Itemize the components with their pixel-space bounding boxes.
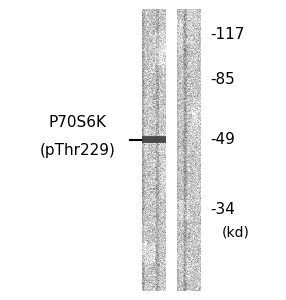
- Text: -85: -85: [210, 72, 235, 87]
- Bar: [142, 140, 166, 142]
- Text: -34: -34: [210, 202, 235, 217]
- Text: P70S6K: P70S6K: [48, 116, 106, 130]
- Bar: [142, 136, 166, 143]
- Bar: [142, 139, 166, 141]
- Bar: [142, 137, 166, 139]
- Bar: [142, 140, 166, 142]
- Bar: [142, 138, 166, 140]
- Text: -117: -117: [210, 27, 245, 42]
- Bar: [142, 141, 166, 143]
- Bar: [142, 136, 166, 138]
- Bar: [142, 139, 166, 141]
- Text: (kd): (kd): [222, 226, 249, 239]
- Text: (pThr229): (pThr229): [39, 142, 115, 158]
- Bar: [142, 137, 166, 139]
- Bar: [177, 9, 200, 291]
- Bar: [142, 9, 166, 291]
- Bar: [142, 138, 166, 140]
- Bar: [142, 141, 166, 143]
- Bar: [142, 136, 166, 138]
- Text: -49: -49: [210, 132, 235, 147]
